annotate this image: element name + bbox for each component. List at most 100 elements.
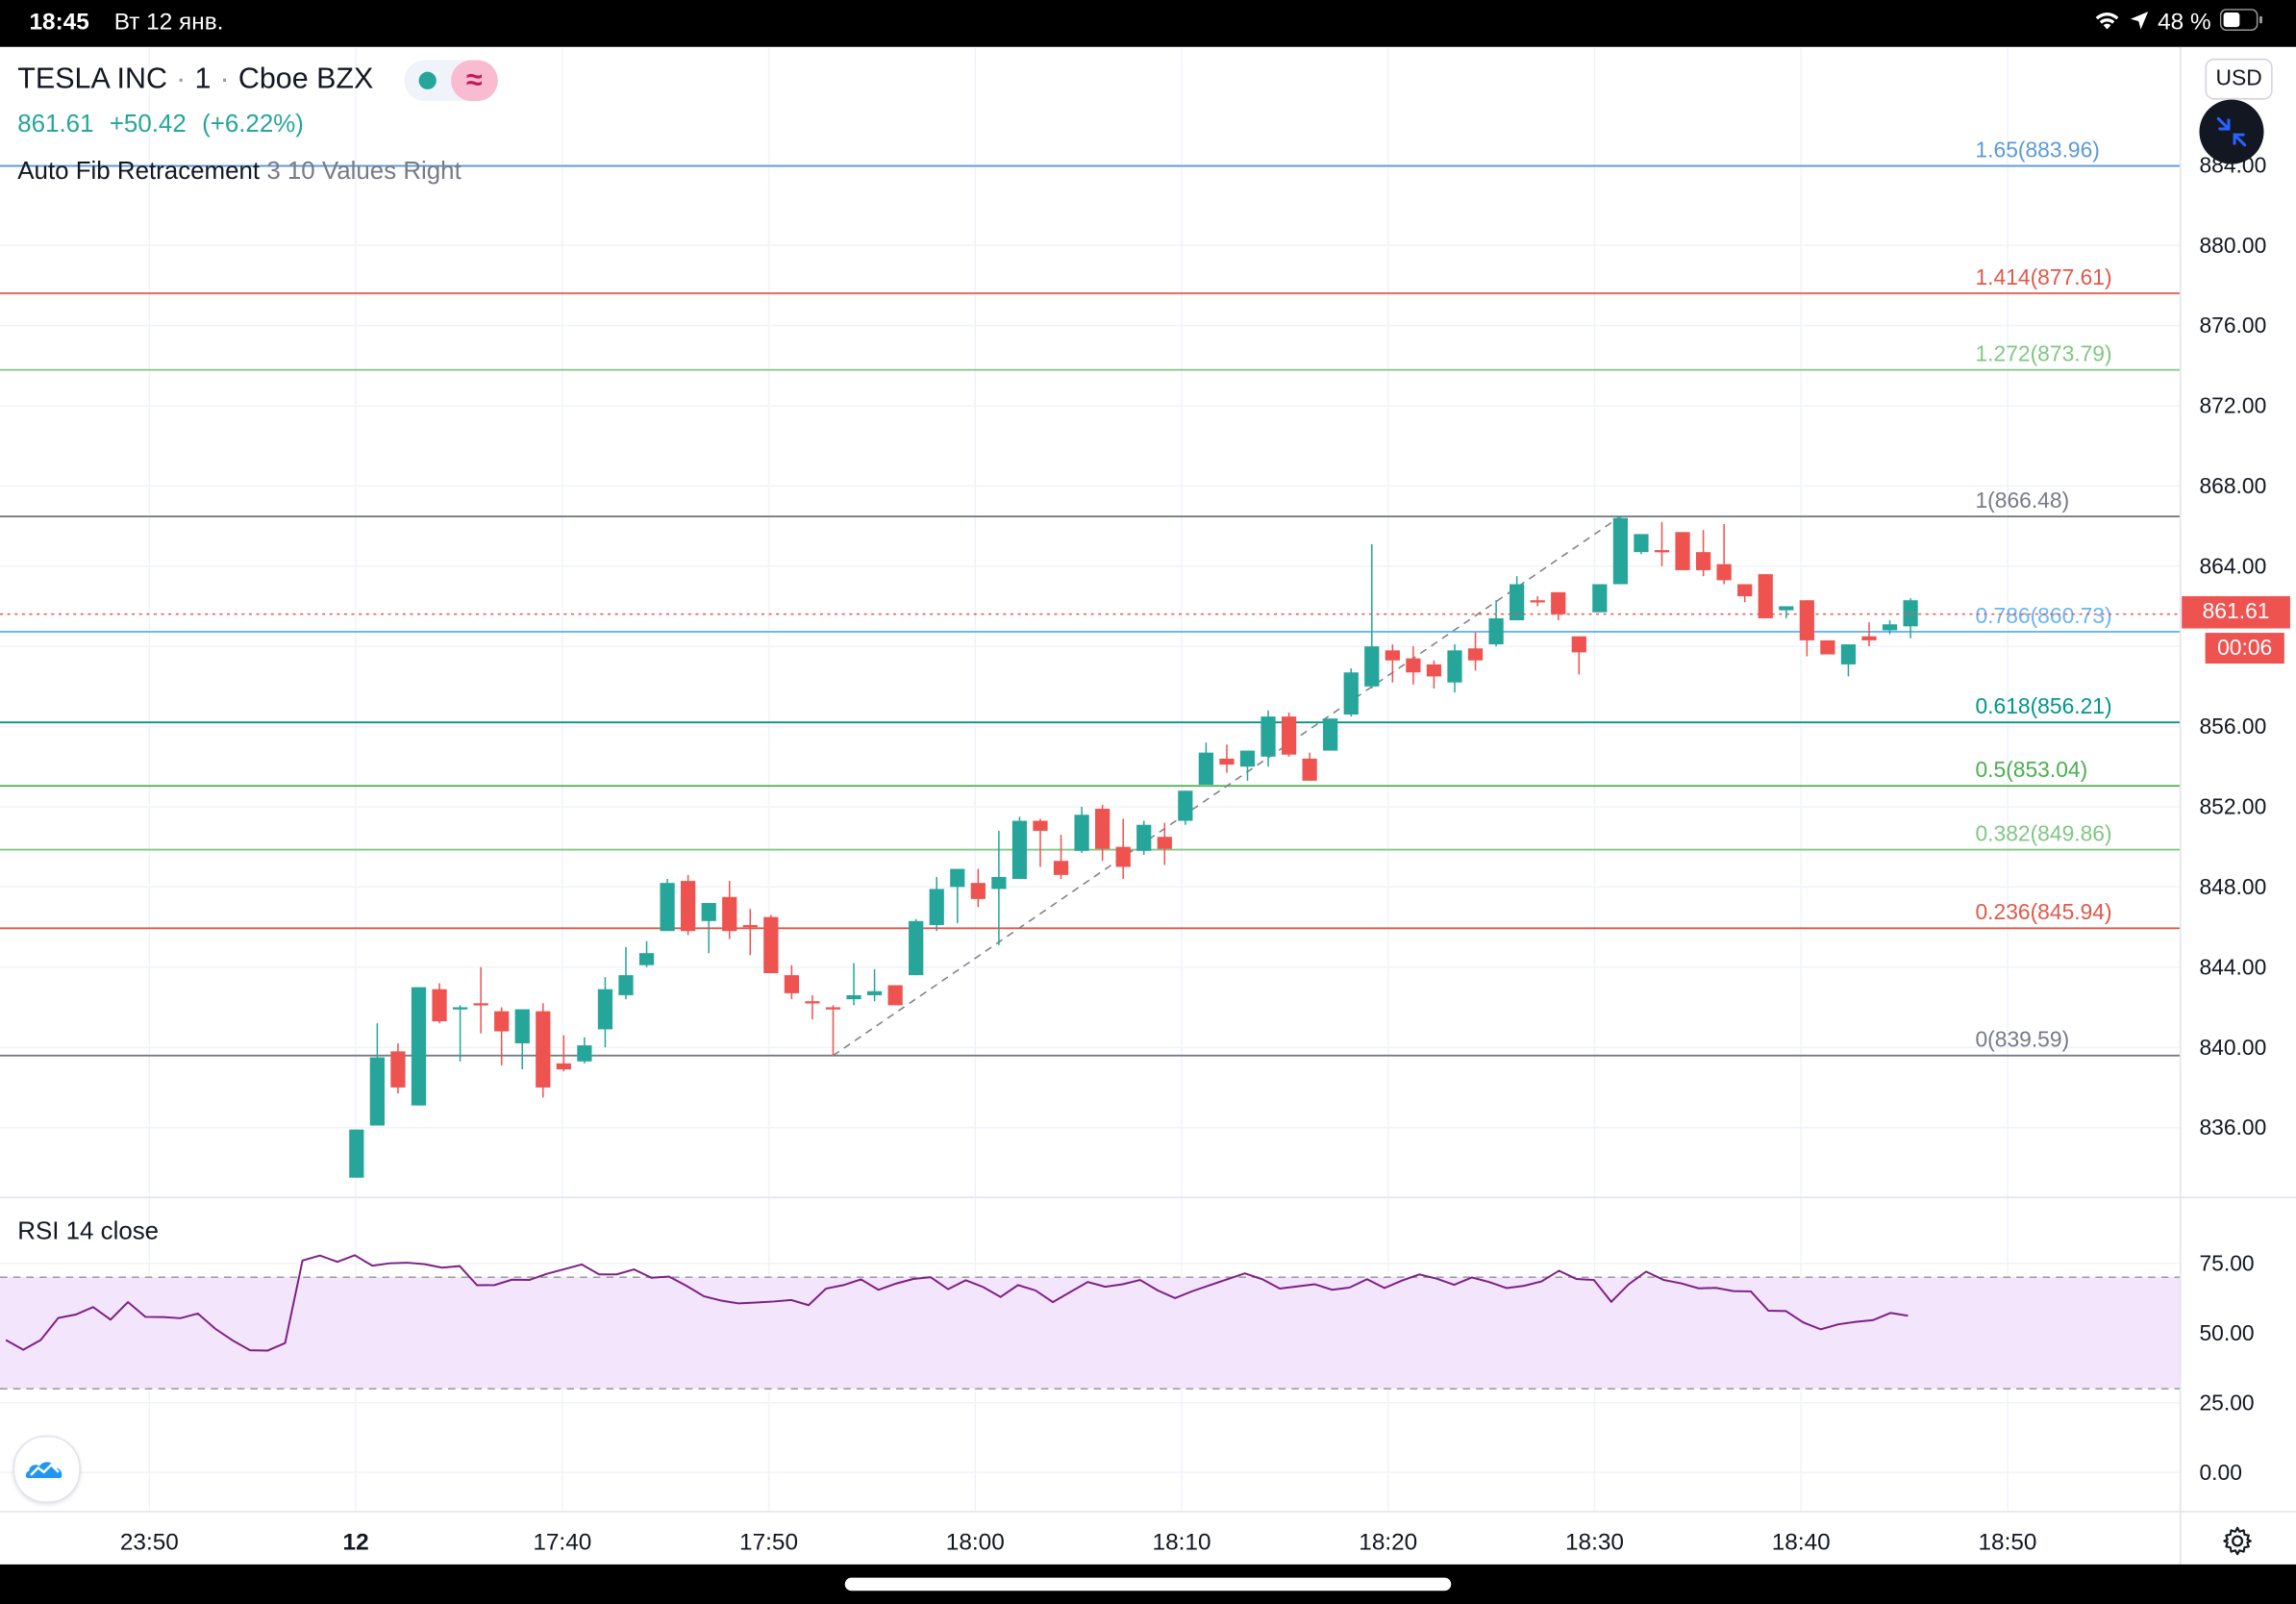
candle [1488, 600, 1504, 647]
candle [1675, 532, 1690, 570]
candle [1758, 574, 1773, 618]
candle [970, 868, 986, 908]
candle-body [1592, 584, 1608, 613]
candle [452, 1005, 468, 1062]
candle [1011, 816, 1028, 880]
candle [660, 879, 675, 932]
candle-body [1406, 658, 1421, 673]
candle-body [681, 881, 696, 932]
candle [1654, 521, 1670, 566]
candle [846, 963, 861, 1006]
price-axis-label: 876.00 [2199, 313, 2266, 338]
candle-body [349, 1129, 364, 1178]
price-axis-label: 872.00 [2199, 393, 2266, 418]
fib-indicator-label[interactable]: Auto Fib Retracement 3 10 Values Right [17, 157, 462, 186]
interval[interactable]: 1 [194, 63, 212, 96]
fib-trend-line [833, 515, 1621, 1057]
exchange[interactable]: Cboe BZX [237, 63, 374, 96]
candle-body [991, 876, 1007, 890]
rsi-indicator-label[interactable]: RSI 14 close [17, 1216, 160, 1245]
time-axis-label: 18:30 [1565, 1530, 1624, 1556]
candle-body [452, 1007, 468, 1010]
candle-body [1695, 552, 1711, 570]
candle-body [970, 883, 986, 899]
last-price: 861.61 [17, 110, 94, 138]
currency-button[interactable]: USD [2205, 58, 2273, 100]
candle [1115, 818, 1131, 880]
candle-body [1716, 564, 1732, 581]
candle-body [432, 989, 447, 1022]
market-status-pill[interactable]: ≈ [404, 60, 498, 102]
chart-grid [0, 48, 2181, 1513]
price-axis-label: 848.00 [2199, 874, 2266, 899]
candle [1716, 523, 1732, 585]
candle [1612, 515, 1628, 585]
price-axis-label: 844.00 [2199, 954, 2266, 979]
delayed-data-icon[interactable]: ≈ [451, 60, 498, 102]
candle-body [597, 989, 613, 1030]
time-axis-label: 18:20 [1359, 1530, 1417, 1556]
candle-body [950, 868, 965, 888]
candle-body [577, 1045, 592, 1062]
candle-body [1551, 591, 1566, 614]
candle [1239, 750, 1256, 781]
fib-level-label: 0.382(849.86) [1975, 820, 2111, 845]
symbol-legend[interactable]: TESLA INC · 1 · Cboe BZX [17, 63, 373, 97]
separator-dot: · [176, 63, 187, 96]
price-axis-label: 836.00 [2199, 1115, 2266, 1140]
candle [1364, 543, 1380, 689]
candle [1737, 584, 1753, 603]
home-indicator[interactable] [844, 1577, 1452, 1591]
time-axis-label: 17:40 [533, 1530, 591, 1556]
candle-body [660, 883, 675, 932]
rsi-axis: 75.00 50.00 25.00 0.00 [2199, 1250, 2254, 1485]
price-legend: 861.61 +50.42 (+6.22%) [17, 110, 312, 138]
collapse-button[interactable] [2199, 99, 2264, 164]
candle [1799, 600, 1814, 657]
tradingview-logo-button[interactable] [12, 1435, 81, 1503]
candle [950, 868, 965, 923]
candle-body [390, 1051, 406, 1088]
candle [1882, 620, 1898, 635]
candle-body [494, 1011, 510, 1032]
candle-body [887, 985, 903, 1006]
candle [1136, 820, 1152, 855]
candle [742, 909, 758, 956]
candle-body [638, 953, 655, 965]
ios-status-bar: 18:45 Вт 12 янв. 48 % [0, 0, 2296, 47]
time-axis: 23:50 12 17:40 17:50 18:00 18:10 18:20 18:30 18:… [120, 1530, 2037, 1556]
fib-level-label: 1.414(877.61) [1975, 264, 2111, 289]
collapse-arrows-icon [2216, 116, 2247, 147]
gear-icon [2223, 1526, 2252, 1556]
pane-separators [0, 46, 2296, 1565]
price-axis-label: 864.00 [2199, 553, 2266, 578]
candle [1178, 790, 1193, 825]
candle-body [1779, 606, 1794, 611]
time-axis-label: 18:40 [1772, 1530, 1831, 1556]
price-change: +50.42 [109, 110, 187, 138]
candle-body [929, 889, 944, 925]
candle [1198, 742, 1213, 786]
candle [1053, 835, 1069, 880]
candle-body [1115, 846, 1131, 867]
candle [887, 985, 903, 1006]
symbol-name[interactable]: TESLA INC [17, 63, 168, 96]
status-time: 18:45 [29, 10, 89, 36]
candle-body [1571, 636, 1586, 653]
candle-body [618, 975, 634, 995]
candle [1323, 718, 1338, 751]
settings-button[interactable] [2220, 1523, 2256, 1559]
candle-body [1385, 650, 1400, 661]
candle [618, 946, 634, 1000]
candle [1695, 530, 1711, 577]
candle [991, 830, 1007, 945]
chart-canvas[interactable]: 1.65(883.96)1.414(877.61)1.272(873.79)1(… [0, 46, 2296, 1565]
candle-body [1323, 718, 1338, 751]
current-price-tag: 861.61 [2182, 595, 2290, 629]
candle-body [1799, 600, 1814, 640]
candle [1779, 606, 1794, 618]
indicator-name[interactable]: Auto Fib Retracement [17, 156, 261, 185]
candle [1530, 596, 1545, 607]
candle-body [866, 990, 883, 995]
candle [390, 1042, 406, 1094]
